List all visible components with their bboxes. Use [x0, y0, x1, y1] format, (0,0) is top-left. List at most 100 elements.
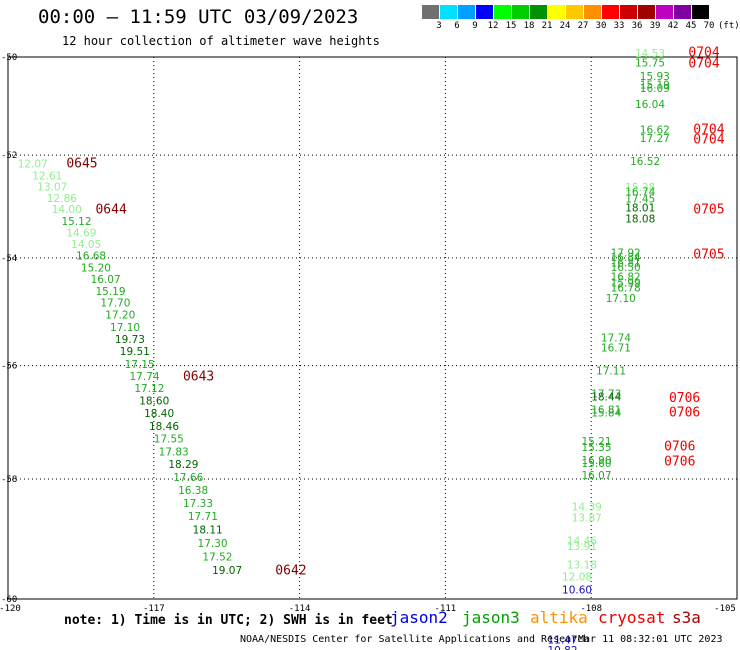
wave-height-value: 17.20	[105, 310, 135, 322]
legend-label: 21	[541, 21, 553, 31]
pass-time-label: 0704	[688, 46, 719, 61]
wave-height-value: 15.21	[581, 436, 611, 448]
wave-height-value: 16.52	[630, 156, 660, 168]
wave-height-value: 14.00	[52, 204, 82, 216]
wave-height-value: 17.11	[596, 365, 626, 377]
wave-height-value: 18.60	[139, 396, 169, 408]
legend-label: 39	[649, 21, 661, 31]
wave-height-value: 12.07	[18, 158, 48, 170]
pass-time-label: 0704	[693, 133, 724, 148]
wave-height-value: 15.19	[640, 79, 670, 91]
wave-height-value: 14.05	[71, 239, 101, 251]
wave-height-value: 16.84	[611, 252, 641, 264]
wave-height-value: 17.30	[198, 538, 228, 550]
wave-height-value: 16.68	[76, 250, 106, 262]
pass-time-label: 0704	[693, 123, 724, 138]
map-frame	[7, 56, 738, 600]
wave-height-value: 15.99	[611, 277, 641, 289]
wave-height-value: 17.74	[130, 371, 160, 383]
color-scale-labels: 3 6 9 12 15 18 21 24 27 30 33 36 39 42 45 70 (ft)	[422, 21, 739, 33]
wave-height-value: 19.07	[212, 565, 242, 577]
legend-label: 15	[505, 21, 517, 31]
credit-text: NOAA/NESDIS Center for Satellite Applica…	[240, 634, 590, 645]
wave-height-value: 10.60	[562, 584, 592, 596]
legend-label: 6	[454, 21, 460, 31]
legend-swatch	[692, 5, 710, 19]
wave-height-value: 18.08	[625, 213, 655, 225]
legend-label: 42	[667, 21, 679, 31]
page-subtitle: 12 hour collection of altimeter wave hei…	[62, 34, 380, 48]
wave-height-value: 18.40	[144, 408, 174, 420]
wave-height-value: 17.55	[154, 434, 184, 446]
legend-swatch	[458, 5, 476, 19]
legend-swatch	[476, 5, 494, 19]
wave-height-value: 19.73	[115, 334, 145, 346]
wave-height-value: 15.35	[581, 442, 611, 454]
y-tick-label: -52	[1, 151, 17, 161]
pass-time-label: 0705	[693, 203, 724, 218]
wave-height-value: 18.11	[193, 524, 223, 536]
y-tick-label: -54	[1, 254, 17, 264]
legend-swatch	[494, 5, 512, 19]
wave-height-value: 18.44	[591, 392, 621, 404]
legend-swatch	[548, 5, 566, 19]
wave-height-value: 15.38	[625, 182, 655, 194]
legend-label: 9	[472, 21, 478, 31]
wave-height-value: 17.74	[601, 332, 631, 344]
wave-height-value: 13.87	[572, 512, 602, 524]
wave-height-value: 16.62	[640, 125, 670, 137]
y-tick-label: -58	[1, 475, 17, 485]
wave-height-value: 12.08	[562, 572, 592, 584]
wave-height-value: 17.27	[640, 133, 670, 145]
wave-height-value: 18.01	[625, 203, 655, 215]
satellite-altika: altika	[530, 608, 588, 627]
color-scale-legend	[422, 5, 710, 19]
wave-height-value: 15.60	[581, 458, 611, 470]
wave-height-value: 15.19	[95, 286, 125, 298]
legend-label: 24	[559, 21, 571, 31]
pass-time-label: 0642	[275, 563, 306, 578]
y-tick-label: -60	[1, 595, 17, 605]
wave-height-value: 18.46	[149, 421, 179, 433]
wave-height-value: 16.07	[581, 470, 611, 482]
legend-label: 70	[703, 21, 715, 31]
pass-time-label: 0643	[183, 370, 214, 385]
legend-label: 30	[595, 21, 607, 31]
wave-height-value: 16.90	[581, 455, 611, 467]
wave-height-value: 16.04	[635, 99, 665, 111]
legend-swatch	[620, 5, 638, 19]
legend-label: 18	[523, 21, 535, 31]
wave-height-value: 17.71	[188, 511, 218, 523]
pass-time-label: 0644	[95, 203, 126, 218]
wave-height-value: 16.81	[591, 405, 621, 417]
wave-height-value: 13.07	[37, 182, 67, 194]
wave-height-value: 16.74	[625, 187, 655, 199]
wave-height-value: 16.71	[601, 342, 631, 354]
wave-height-value: 17.45	[625, 193, 655, 205]
x-tick-label: -105	[714, 604, 736, 614]
pass-time-label: 0704	[688, 57, 719, 72]
pass-time-label: 0706	[669, 391, 700, 406]
legend-swatch	[656, 5, 674, 19]
wave-height-value: 17.33	[183, 498, 213, 510]
pass-time-label: 0706	[669, 405, 700, 420]
legend-label: 3	[436, 21, 442, 31]
legend-swatch	[422, 5, 440, 19]
legend-label: 36	[631, 21, 643, 31]
wave-height-value: 15.20	[81, 263, 111, 275]
wave-height-value: 17.73	[591, 388, 621, 400]
legend-swatch	[674, 5, 692, 19]
pass-time-label: 0706	[664, 455, 695, 470]
legend-swatch	[440, 5, 458, 19]
pass-time-label: 0645	[66, 156, 97, 171]
y-tick-label: -50	[1, 53, 17, 63]
legend-label: 45	[685, 21, 697, 31]
wave-height-value: 14.39	[572, 502, 602, 514]
legend-label: (ft)	[718, 21, 740, 31]
wave-height-value: 17.52	[202, 551, 232, 563]
wave-height-value: 18.29	[168, 459, 198, 471]
wave-height-value: 10.82	[547, 645, 577, 650]
wave-height-value: 17.12	[134, 383, 164, 395]
legend-swatch	[638, 5, 656, 19]
wave-height-value: 13.18	[567, 559, 597, 571]
